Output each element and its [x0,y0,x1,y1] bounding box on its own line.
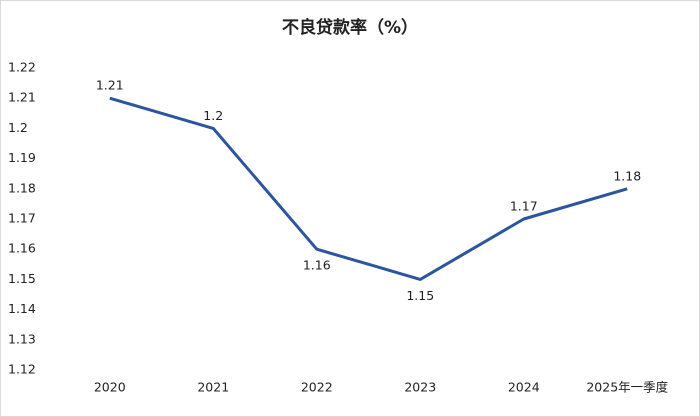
data-label: 1.15 [406,288,434,303]
y-tick-label: 1.14 [8,301,36,316]
x-tick-label: 2025年一季度 [586,380,668,395]
y-tick-label: 1.17 [8,211,36,226]
data-label: 1.16 [303,258,331,273]
x-tick-label: 2020 [94,380,126,395]
y-tick-label: 1.19 [8,150,36,165]
chart-title: 不良贷款率（%） [282,17,418,38]
x-tick-label: 2024 [508,380,540,395]
y-tick-label: 1.13 [8,331,36,346]
data-label: 1.17 [510,199,538,214]
y-tick-label: 1.2 [8,120,28,135]
y-tick-label: 1.22 [8,60,36,75]
y-tick-label: 1.12 [8,362,36,377]
line [109,96,628,281]
data-label: 1.18 [613,168,641,183]
y-tick-label: 1.16 [8,241,36,256]
y-tick-label: 1.15 [8,271,36,286]
x-tick-label: 2021 [197,380,229,395]
data-label: 1.21 [96,78,124,93]
x-tick-label: 2022 [301,380,333,395]
y-tick-label: 1.18 [8,180,36,195]
data-label: 1.2 [203,108,223,123]
x-tick-label: 2023 [404,380,436,395]
y-tick-label: 1.21 [8,90,36,105]
